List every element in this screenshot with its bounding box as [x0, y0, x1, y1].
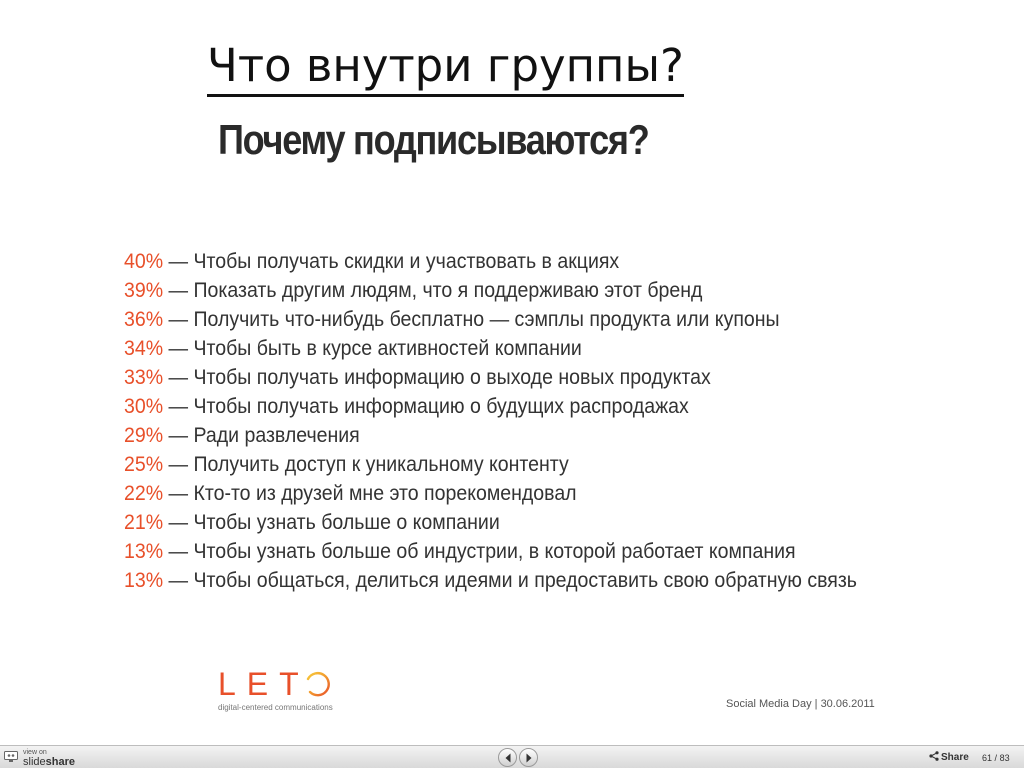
- share-label: Share: [941, 752, 969, 763]
- reason-text: Показать другим людям, что я поддерживаю…: [193, 279, 703, 302]
- reason-separator: —: [168, 308, 189, 331]
- reason-text: Кто-то из друзей мне это порекомендовал: [193, 482, 577, 505]
- list-item: 22% — Кто-то из друзей мне это порекомен…: [124, 479, 857, 508]
- logo-tagline: digital-centered communications: [218, 703, 333, 712]
- leto-logo: LET: [218, 666, 348, 714]
- reason-separator: —: [168, 395, 189, 418]
- reason-separator: —: [168, 250, 189, 273]
- brand-name-light: slide: [23, 756, 46, 768]
- reason-percent: 40%: [124, 250, 164, 273]
- reason-separator: —: [168, 569, 189, 592]
- reason-percent: 39%: [124, 279, 164, 302]
- list-item: 33% — Чтобы получать информацию о выходе…: [124, 363, 857, 392]
- list-item: 21% — Чтобы узнать больше о компании: [124, 508, 857, 537]
- slide-subtitle: Почему подписываются?: [218, 116, 650, 163]
- list-item: 39% — Показать другим людям, что я подде…: [124, 276, 857, 305]
- total-pages: 83: [999, 753, 1010, 763]
- reason-text: Чтобы общаться, делиться идеями и предос…: [193, 569, 857, 592]
- brand-name-bold: share: [45, 756, 75, 768]
- list-item: 25% — Получить доступ к уникальному конт…: [124, 450, 857, 479]
- reason-percent: 36%: [124, 308, 164, 331]
- reason-separator: —: [168, 366, 189, 389]
- reason-percent: 21%: [124, 511, 164, 534]
- next-slide-button[interactable]: [519, 748, 538, 767]
- reason-text: Чтобы получать информацию о будущих расп…: [193, 395, 689, 418]
- reason-percent: 13%: [124, 569, 164, 592]
- share-button[interactable]: Share: [929, 751, 969, 763]
- reason-separator: —: [168, 482, 189, 505]
- reason-text: Получить доступ к уникальному контенту: [193, 453, 569, 476]
- list-item: 30% — Чтобы получать информацию о будущи…: [124, 392, 857, 421]
- list-item: 13% — Чтобы узнать больше об индустрии, …: [124, 537, 857, 566]
- brand-name: slideshare: [23, 756, 75, 768]
- list-item: 34% — Чтобы быть в курсе активностей ком…: [124, 334, 857, 363]
- brand-view-on: view on: [23, 749, 47, 756]
- slideshare-icon: [4, 751, 18, 762]
- share-icon: [929, 751, 939, 761]
- reason-percent: 22%: [124, 482, 164, 505]
- logo-ring-icon: [306, 671, 330, 697]
- list-item: 40% — Чтобы получать скидки и участвоват…: [124, 247, 857, 276]
- reason-separator: —: [168, 337, 189, 360]
- reason-percent: 29%: [124, 424, 164, 447]
- current-page: 61: [982, 753, 993, 763]
- page-separator: /: [994, 753, 998, 763]
- reason-text: Чтобы узнать больше о компании: [193, 511, 500, 534]
- list-item: 29% — Ради развлечения: [124, 421, 857, 450]
- reason-text: Чтобы быть в курсе активностей компании: [193, 337, 582, 360]
- reason-text: Чтобы получать скидки и участвовать в ак…: [193, 250, 620, 273]
- reasons-list: 40% — Чтобы получать скидки и участвоват…: [124, 247, 912, 595]
- previous-slide-button[interactable]: [498, 748, 517, 767]
- reason-separator: —: [168, 540, 189, 563]
- reason-percent: 25%: [124, 453, 164, 476]
- list-item: 13% — Чтобы общаться, делиться идеями и …: [124, 566, 857, 595]
- reason-separator: —: [168, 511, 189, 534]
- reason-separator: —: [168, 279, 189, 302]
- event-caption: Social Media Day | 30.06.2011: [726, 698, 875, 710]
- chevron-right-icon: [526, 753, 532, 763]
- reason-percent: 30%: [124, 395, 164, 418]
- slide-title: Что внутри группы?: [207, 38, 684, 97]
- reason-separator: —: [168, 453, 189, 476]
- slide: Что внутри группы? Почему подписываются?…: [124, 38, 912, 714]
- reason-text: Получить что-нибудь бесплатно — сэмплы п…: [193, 308, 780, 331]
- page-counter: 61 / 83: [982, 753, 1010, 763]
- slide-navigation: [497, 748, 541, 768]
- reason-percent: 13%: [124, 540, 164, 563]
- reason-separator: —: [168, 424, 189, 447]
- list-item: 36% — Получить что-нибудь бесплатно — сэ…: [124, 305, 857, 334]
- reason-text: Ради развлечения: [193, 424, 360, 447]
- logo-wordmark: LET: [218, 666, 310, 702]
- reason-text: Чтобы получать информацию о выходе новых…: [193, 366, 711, 389]
- viewer-toolbar: view on slideshare Share 61 / 83: [0, 745, 1024, 768]
- reason-percent: 33%: [124, 366, 164, 389]
- chevron-left-icon: [505, 753, 511, 763]
- reason-text: Чтобы узнать больше об индустрии, в кото…: [193, 540, 796, 563]
- reason-percent: 34%: [124, 337, 164, 360]
